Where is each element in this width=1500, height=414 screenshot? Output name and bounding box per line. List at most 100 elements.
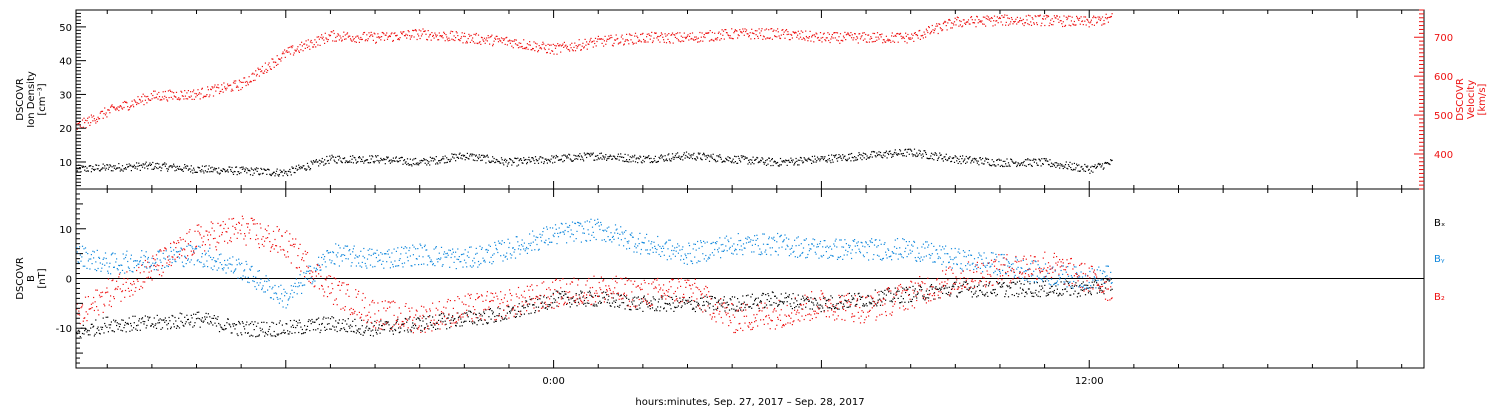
data-point [1101,165,1102,166]
data-point [756,305,757,306]
data-point [392,160,393,161]
data-point [145,256,146,257]
data-point [118,323,119,324]
data-point [214,266,215,267]
data-point [874,151,875,152]
data-point [1035,16,1036,17]
data-point [271,175,272,176]
data-point [491,263,492,264]
data-point [427,160,428,161]
data-point [584,153,585,154]
data-point [263,73,264,74]
data-point [822,37,823,38]
data-point [303,50,304,51]
data-point [188,90,189,91]
data-point [421,35,422,36]
data-point [135,260,136,261]
data-point [89,117,90,118]
data-point [119,107,120,108]
data-point [351,159,352,160]
data-point [345,34,346,35]
data-point [379,162,380,163]
data-point [238,171,239,172]
data-point [710,156,711,157]
data-point [1081,283,1082,284]
data-point [1008,25,1009,26]
data-point [216,168,217,169]
data-point [958,159,959,160]
data-point [189,97,190,98]
data-point [99,118,100,119]
data-point [164,322,165,323]
data-point [764,36,765,37]
data-point [810,41,811,42]
data-point [280,59,281,60]
data-point [650,39,651,40]
data-point [351,162,352,163]
data-point [86,120,87,121]
data-point [1069,166,1070,167]
data-point [465,36,466,37]
data-point [474,34,475,35]
data-point [132,271,133,272]
data-point [214,323,215,324]
data-point [1087,20,1088,21]
data-point [549,160,550,161]
data-point [1094,281,1095,282]
data-point [820,304,821,305]
data-point [142,317,143,318]
data-point [459,326,460,327]
data-point [203,322,204,323]
data-point [472,323,473,324]
data-point [123,320,124,321]
data-point [879,154,880,155]
data-point [345,320,346,321]
data-point [869,157,870,158]
data-point [903,298,904,299]
data-point [1012,161,1013,162]
data-point [684,152,685,153]
data-point [454,256,455,257]
data-point [912,35,913,36]
data-point [157,322,158,323]
data-point [276,324,277,325]
data-point [304,43,305,44]
data-point [104,165,105,166]
data-point [287,52,288,53]
data-point [975,26,976,27]
data-point [793,159,794,160]
data-point [123,171,124,172]
data-point [254,286,255,287]
data-point [482,160,483,161]
data-point [178,169,179,170]
data-point [720,33,721,34]
data-point [983,17,984,18]
data-point [708,32,709,33]
data-point [304,325,305,326]
data-point [584,46,585,47]
data-point [625,308,626,309]
data-point [542,302,543,303]
data-point [749,162,750,163]
data-point [773,292,774,293]
data-point [319,160,320,161]
data-point [761,28,762,29]
data-point [139,318,140,319]
data-point [603,291,604,292]
data-point [414,158,415,159]
data-point [278,176,279,177]
data-point [327,41,328,42]
data-point [77,251,78,252]
data-point [773,302,774,303]
data-point [531,49,532,50]
data-point [1066,291,1067,292]
data-point [558,236,559,237]
data-point [154,97,155,98]
data-point [245,169,246,170]
data-point [144,266,145,267]
data-point [333,317,334,318]
data-point [491,257,492,258]
data-point [132,101,133,102]
data-point [637,162,638,163]
data-point [358,37,359,38]
